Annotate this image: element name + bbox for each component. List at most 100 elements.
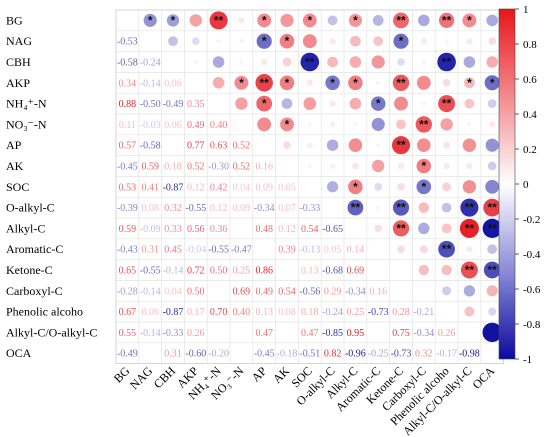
corr-circle [485,138,499,152]
significance-marker: * [353,13,358,27]
corr-circle [440,118,453,131]
corr-value: 0.55 [119,328,137,339]
corr-circle [391,136,411,155]
corr-value: 0.59 [119,224,137,235]
significance-marker: ** [465,201,475,215]
corr-circle [462,13,477,28]
corr-value: -0.45 [117,162,138,173]
corr-circle [353,122,358,127]
corr-value: 0.42 [210,182,228,193]
corr-value: 0.12 [187,182,205,193]
corr-value: -0.58 [140,141,161,152]
significance-marker: * [353,180,358,194]
corr-circle [459,218,479,238]
corr-value: 0.77 [187,141,205,152]
corr-circle [393,12,409,29]
corr-value: -0.47 [231,245,252,256]
corr-value: 0.29 [324,286,342,297]
corr-value: 0.39 [278,245,296,256]
corr-value: 0.56 [187,224,205,235]
corr-value: 0.13 [255,307,273,318]
corr-value: 0.57 [119,141,137,152]
corr-circle [443,141,450,149]
corr-value: 0.86 [255,266,273,277]
corr-value: -0.96 [345,349,366,360]
corr-circle [419,245,428,254]
corr-circle [444,39,449,44]
corr-value: 0.16 [369,286,387,297]
corr-value: -0.87 [163,182,184,193]
corr-circle [143,13,157,27]
significance-marker: ** [442,97,452,111]
corr-circle [441,202,452,213]
corr-value: -0.55 [208,245,229,256]
corr-value: -0.51 [299,349,320,360]
corr-circle [483,198,502,217]
corr-circle [280,13,294,27]
significance-marker: ** [488,221,498,235]
corr-circle [484,75,500,91]
corr-circle [418,264,429,276]
corr-value: 0.72 [187,266,205,277]
corr-circle [348,75,363,91]
corr-value: -0.24 [322,307,343,318]
corr-circle [416,75,431,90]
corr-circle [350,35,361,47]
corr-value: -0.55 [185,203,206,214]
corr-circle [376,143,381,148]
column-label: AK [270,364,292,386]
corr-circle [464,306,475,317]
corr-circle [420,38,427,45]
corr-value: -0.17 [436,349,457,360]
corr-value: -0.34 [413,328,434,339]
corr-value: 0.52 [187,162,205,173]
colorbar-tick-label: 0.8 [523,39,537,51]
corr-value: 0.67 [119,307,137,318]
row-label: BG [6,13,23,27]
corr-circle [487,244,498,255]
significance-marker: ** [442,13,452,27]
corr-value: 0.06 [141,307,159,318]
corr-circle [373,36,384,47]
significance-marker: * [490,76,495,90]
corr-value: -0.20 [208,349,229,360]
row-label: Alkyl-C/O-alkyl-C [6,325,97,339]
significance-marker: ** [488,201,498,215]
row-label: SOC [6,180,29,194]
corr-circle [166,14,180,27]
corr-circle [486,56,498,68]
corr-circle [392,199,410,216]
corr-circle [441,264,452,276]
corr-circle [371,55,385,69]
corr-circle [439,12,455,28]
row-label: CBH [6,55,31,69]
corr-value: -0.33 [163,328,184,339]
row-label: AP [6,138,22,152]
corr-value: -0.65 [322,224,343,235]
corr-circle [325,75,340,91]
matrix-grid [115,9,505,365]
corr-value: 0.05 [324,245,342,256]
corr-circle [487,99,497,108]
corr-circle [257,13,272,28]
corr-value: 0.31 [164,349,182,360]
corr-value: -0.04 [185,245,206,256]
corr-circle [209,11,228,30]
corr-circle [464,77,475,89]
column-label: AP [249,364,270,385]
corr-value: 0.26 [187,328,205,339]
corr-value: 0.08 [278,307,296,318]
corr-value: -0.28 [117,286,138,297]
corr-circle [348,179,363,195]
corr-circle [466,38,473,45]
corr-value: 0.25 [347,307,365,318]
significance-marker: ** [465,221,475,235]
corr-value: -0.24 [140,58,161,69]
corr-circle [349,97,362,110]
corr-value: -0.43 [117,245,138,256]
corr-value: -0.14 [163,266,184,277]
corr-circle [352,162,359,170]
corr-circle [482,218,502,239]
corr-circle [372,15,384,26]
corr-value: -0.18 [277,349,298,360]
